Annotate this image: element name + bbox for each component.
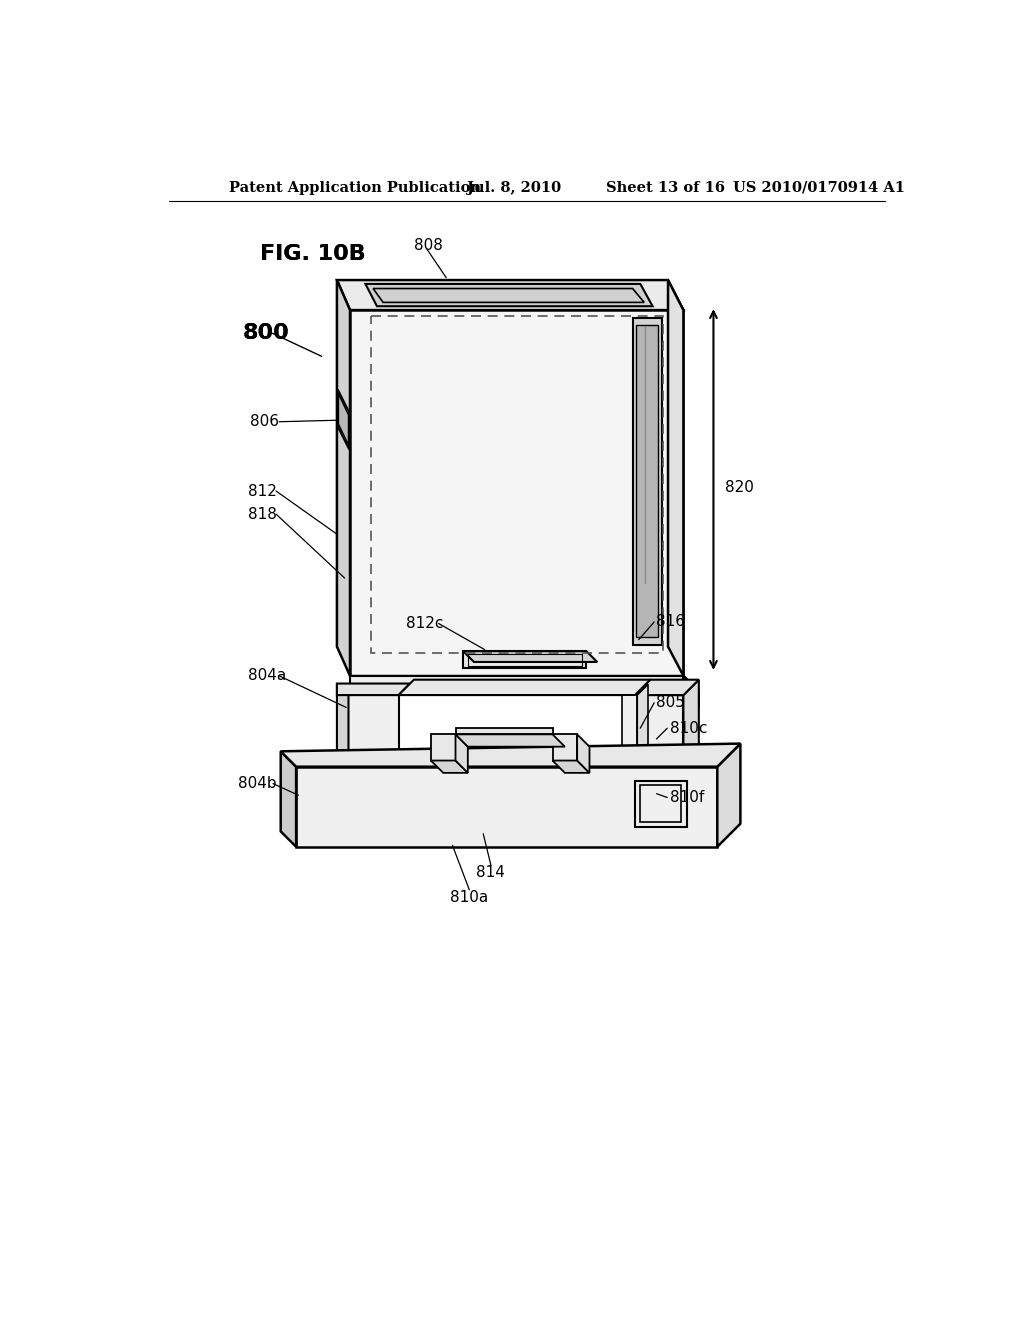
Text: 808: 808 [414, 238, 442, 253]
Polygon shape [683, 680, 698, 767]
Text: 812: 812 [248, 483, 276, 499]
Polygon shape [431, 760, 468, 774]
Polygon shape [398, 680, 650, 696]
Polygon shape [463, 651, 597, 663]
Text: 810f: 810f [670, 789, 703, 805]
Polygon shape [553, 760, 590, 774]
Text: 800: 800 [243, 323, 289, 343]
Text: FIG. 10B: FIG. 10B [260, 244, 366, 264]
Polygon shape [337, 280, 350, 676]
Text: 804a: 804a [248, 668, 286, 684]
Polygon shape [348, 696, 398, 767]
Polygon shape [668, 280, 683, 676]
Polygon shape [456, 729, 553, 734]
Polygon shape [456, 734, 565, 747]
Text: 800: 800 [243, 323, 289, 343]
Polygon shape [281, 743, 740, 767]
Text: Jul. 8, 2010: Jul. 8, 2010 [467, 181, 561, 194]
Polygon shape [717, 743, 740, 847]
Text: US 2010/0170914 A1: US 2010/0170914 A1 [733, 181, 905, 194]
Polygon shape [633, 318, 662, 645]
Text: 816: 816 [656, 614, 685, 630]
Text: 805: 805 [656, 696, 685, 710]
Polygon shape [637, 684, 648, 767]
Polygon shape [622, 696, 637, 767]
Polygon shape [337, 684, 348, 767]
Polygon shape [683, 676, 698, 709]
Polygon shape [350, 676, 698, 692]
Polygon shape [350, 676, 683, 693]
Text: 810a: 810a [451, 890, 488, 906]
Polygon shape [456, 734, 468, 774]
Polygon shape [338, 389, 349, 449]
Text: Patent Application Publication: Patent Application Publication [229, 181, 481, 194]
Polygon shape [635, 780, 686, 826]
Polygon shape [637, 326, 658, 638]
Text: Sheet 13 of 16: Sheet 13 of 16 [606, 181, 725, 194]
Text: 820: 820 [725, 479, 754, 495]
Text: 804b: 804b [239, 776, 276, 791]
Polygon shape [281, 751, 296, 847]
Text: FIG. 10B: FIG. 10B [260, 244, 366, 264]
Text: 814: 814 [476, 865, 506, 879]
Text: 812c: 812c [407, 616, 443, 631]
Polygon shape [635, 680, 698, 696]
Polygon shape [350, 310, 683, 676]
Polygon shape [431, 734, 456, 760]
Polygon shape [578, 734, 590, 774]
Polygon shape [635, 696, 683, 767]
Polygon shape [337, 280, 683, 310]
Text: 806: 806 [250, 414, 279, 429]
Polygon shape [337, 684, 410, 696]
Polygon shape [463, 651, 587, 668]
Polygon shape [366, 284, 652, 306]
Polygon shape [553, 734, 578, 760]
Text: 810c: 810c [670, 721, 707, 735]
Polygon shape [296, 767, 717, 847]
Text: 818: 818 [248, 507, 276, 521]
